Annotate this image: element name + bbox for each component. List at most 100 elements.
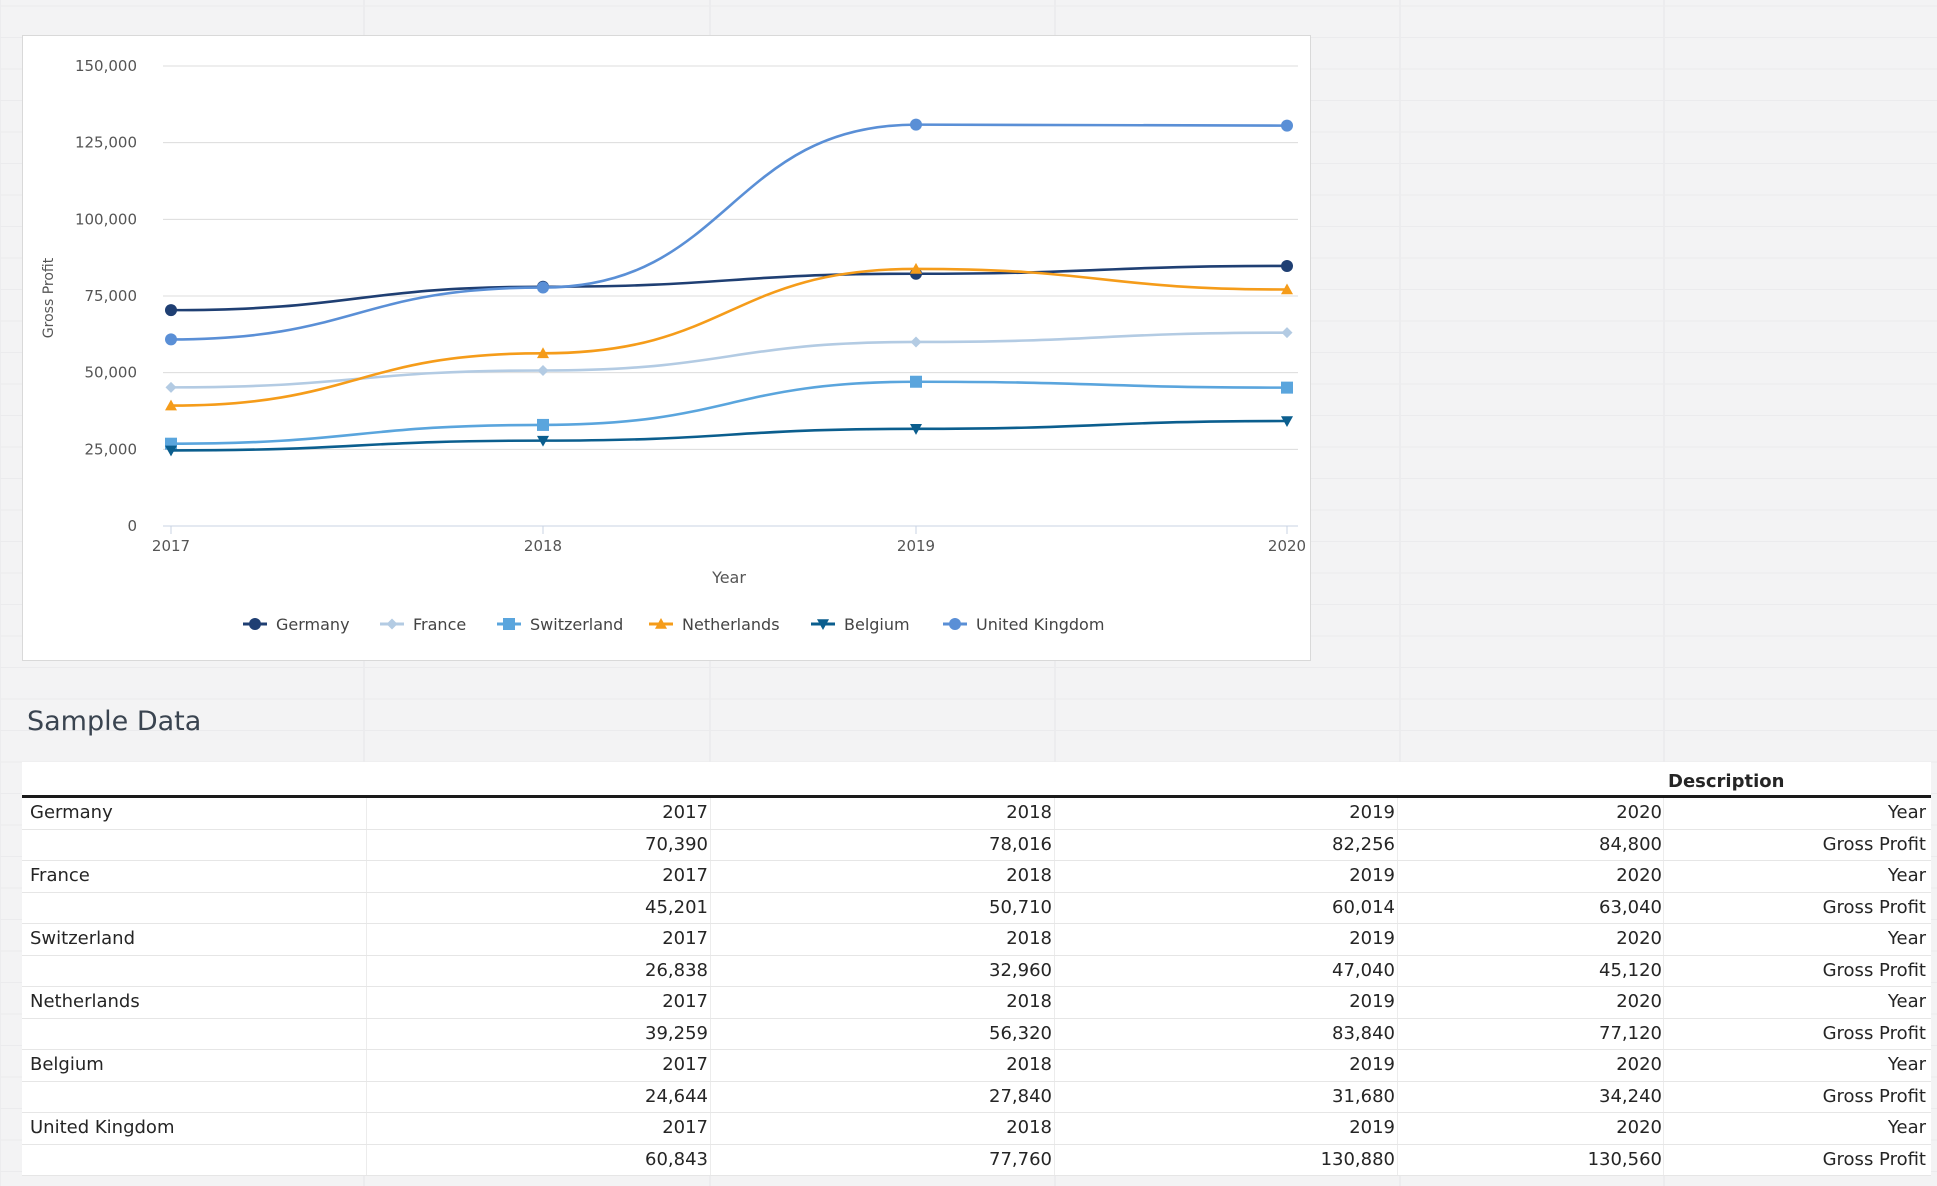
column-separator (366, 924, 367, 955)
description-cell: Gross Profit (1822, 896, 1926, 918)
value-cell: 2019 (1349, 1054, 1395, 1075)
series-line-united-kingdom (170, 123, 1288, 341)
table-row: 60,843 77,760 130,880 130,560 Gross Profit (22, 1144, 1931, 1176)
sample-data-table[interactable]: Description Germany 2017 2018 2019 2020 Year 7… (22, 762, 1931, 1176)
data-point-united-kingdom (537, 281, 549, 294)
value-cell: 63,040 (1599, 896, 1662, 918)
column-separator (1054, 861, 1055, 892)
column-separator (710, 798, 711, 829)
value-cell: 77,120 (1599, 1022, 1662, 1044)
table-row: Switzerland 2017 2018 2019 2020 Year (22, 924, 1931, 956)
column-separator (1397, 1113, 1398, 1144)
data-point-france (1281, 327, 1293, 339)
column-separator (1397, 924, 1398, 955)
value-cell: 2017 (662, 802, 708, 823)
column-separator (1397, 987, 1398, 1018)
value-cell: 130,880 (1320, 1148, 1395, 1170)
column-separator (710, 1081, 711, 1112)
column-separator (1054, 1018, 1055, 1049)
value-cell: 26,838 (645, 959, 708, 981)
legend-marker-netherlands (655, 618, 667, 629)
column-separator (1663, 1144, 1664, 1175)
legend-marker-belgium (817, 619, 829, 630)
description-cell: Gross Profit (1822, 1085, 1926, 1107)
value-cell: 56,320 (989, 1022, 1052, 1044)
column-separator (1054, 1144, 1055, 1175)
value-cell: 70,390 (645, 833, 708, 855)
value-cell: 83,840 (1332, 1022, 1395, 1044)
x-axis-title: Year (711, 568, 746, 587)
row-label-cell: Netherlands (30, 991, 140, 1012)
column-separator (366, 829, 367, 860)
value-cell: 82,256 (1332, 833, 1395, 855)
y-tick-label: 50,000 (85, 364, 138, 382)
y-axis-title: Gross Profit (41, 257, 57, 338)
y-tick-label: 75,000 (85, 287, 138, 305)
column-separator (1663, 829, 1664, 860)
column-separator (1054, 987, 1055, 1018)
table-body: Germany 2017 2018 2019 2020 Year 70,390 78,016 8… (22, 798, 1931, 1176)
column-separator (1663, 798, 1664, 829)
column-separator (710, 1018, 711, 1049)
value-cell: 2019 (1349, 928, 1395, 949)
table-row: France 2017 2018 2019 2020 Year (22, 861, 1931, 893)
series-belgium (165, 416, 1293, 457)
x-tick-label: 2019 (897, 537, 935, 555)
value-cell: 2017 (662, 1054, 708, 1075)
series-united-kingdom (165, 118, 1293, 346)
row-label-cell: Belgium (30, 1054, 104, 1075)
legend-label-united-kingdom: United Kingdom (976, 615, 1104, 634)
legend-item-switzerland: Switzerland (497, 615, 623, 634)
description-column-header: Description (1668, 771, 1785, 792)
data-point-united-kingdom (1281, 119, 1293, 132)
value-cell: 2019 (1349, 802, 1395, 823)
data-point-germany (165, 304, 177, 317)
series-line-switzerland (170, 380, 1288, 445)
legend-marker-france (386, 618, 398, 630)
column-separator (1054, 1113, 1055, 1144)
table-row: Belgium 2017 2018 2019 2020 Year (22, 1050, 1931, 1082)
column-separator (1663, 955, 1664, 986)
value-cell: 47,040 (1332, 959, 1395, 981)
column-separator (366, 1144, 367, 1175)
value-cell: 24,644 (645, 1085, 708, 1107)
value-cell: 2020 (1616, 1054, 1662, 1075)
column-separator (1663, 987, 1664, 1018)
value-cell: 39,259 (645, 1022, 708, 1044)
column-separator (366, 861, 367, 892)
y-tick-label: 100,000 (75, 210, 137, 228)
value-cell: 45,120 (1599, 959, 1662, 981)
data-point-belgium (537, 435, 549, 447)
legend-label-belgium: Belgium (844, 615, 910, 634)
column-separator (1397, 1144, 1398, 1175)
column-separator (1397, 1081, 1398, 1112)
description-cell: Year (1887, 865, 1926, 886)
value-cell: 2020 (1616, 802, 1662, 823)
table-row: 26,838 32,960 47,040 45,120 Gross Profit (22, 955, 1931, 987)
value-cell: 60,014 (1332, 896, 1395, 918)
value-cell: 60,843 (645, 1148, 708, 1170)
column-separator (366, 892, 367, 923)
column-separator (710, 829, 711, 860)
description-cell: Year (1887, 802, 1926, 823)
description-cell: Year (1887, 928, 1926, 949)
table-row: Netherlands 2017 2018 2019 2020 Year (22, 987, 1931, 1019)
series-france (165, 327, 1293, 393)
value-cell: 2017 (662, 991, 708, 1012)
data-point-belgium (165, 445, 177, 457)
column-separator (710, 1113, 711, 1144)
column-separator (1397, 798, 1398, 829)
data-point-switzerland (537, 418, 549, 431)
column-separator (1054, 1050, 1055, 1081)
legend-label-switzerland: Switzerland (530, 615, 623, 634)
column-separator (1663, 861, 1664, 892)
row-label-cell: France (30, 865, 90, 886)
value-cell: 2019 (1349, 1117, 1395, 1138)
column-separator (710, 1050, 711, 1081)
chart-panel[interactable]: 0 25,000 50,000 75,000 100,000 125,000 150,000… (22, 35, 1311, 661)
legend-marker-germany (249, 618, 261, 630)
series-line-belgium (170, 419, 1288, 452)
x-tick-label: 2018 (524, 537, 562, 555)
description-cell: Gross Profit (1822, 1022, 1926, 1044)
data-point-switzerland (1281, 381, 1293, 394)
